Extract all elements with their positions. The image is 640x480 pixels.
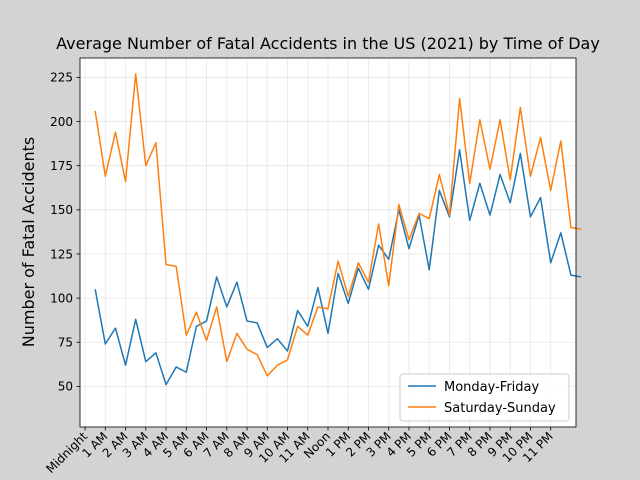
y-tick-label: 150	[50, 203, 73, 217]
legend: Monday-Friday Saturday-Sunday	[399, 373, 570, 422]
y-axis-label: Number of Fatal Accidents	[19, 137, 38, 347]
series-layer	[94, 73, 582, 386]
legend-label-saturday-sunday: Saturday-Sunday	[444, 401, 556, 416]
grid	[80, 58, 576, 427]
y-tick-label: 175	[50, 159, 73, 173]
y-tick-label: 50	[58, 380, 73, 394]
y-tick-label: 100	[50, 291, 73, 305]
y-tick-label: 225	[50, 71, 73, 85]
plot-area	[80, 58, 576, 427]
y-tick-label: 125	[50, 247, 73, 261]
y-tick-label: 75	[58, 336, 73, 350]
y-axis: 50 75 100 125 150 175 200 225	[50, 71, 80, 394]
series-line-monday-friday	[94, 149, 582, 386]
legend-box	[399, 373, 570, 422]
legend-label-monday-friday: Monday-Friday	[444, 380, 539, 395]
y-tick-label: 200	[50, 115, 73, 129]
series-line-saturday-sunday	[94, 73, 582, 377]
chart-title: Average Number of Fatal Accidents in the…	[56, 34, 600, 53]
